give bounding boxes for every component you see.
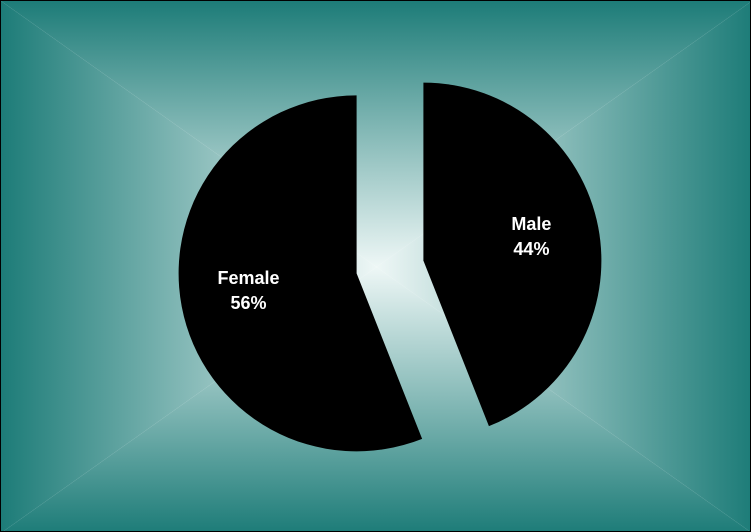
- pie-slice-female: [178, 95, 423, 452]
- pie-slice-male: [423, 82, 602, 427]
- pie-slices: [178, 82, 602, 452]
- slice-category-label: Female: [218, 268, 280, 288]
- pie-labels: Male 44% Female 56%: [218, 214, 552, 313]
- slice-label-male: Male 44%: [511, 214, 551, 259]
- slice-label-female: Female 56%: [218, 268, 280, 313]
- slice-percent-label: 44%: [513, 239, 549, 259]
- slice-category-label: Male: [511, 214, 551, 234]
- slice-percent-label: 56%: [231, 293, 267, 313]
